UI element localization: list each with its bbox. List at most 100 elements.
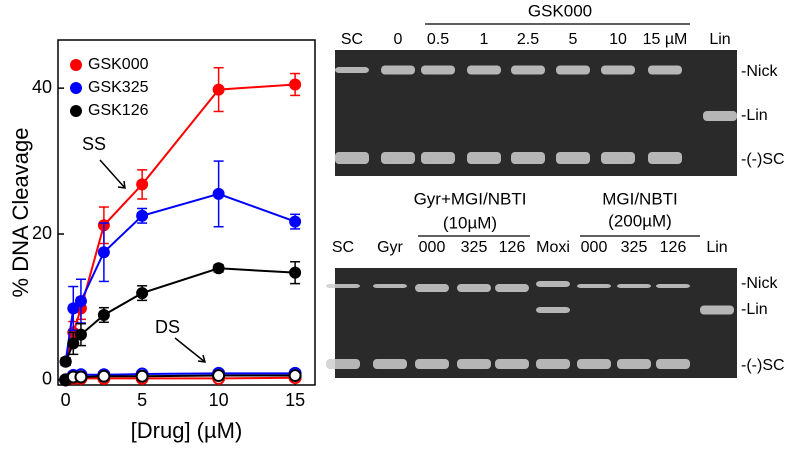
gel-band	[373, 284, 407, 288]
y-tick-label: 0	[42, 369, 52, 389]
lane-label: 0.5	[427, 31, 449, 48]
gel-band	[648, 152, 682, 164]
gel-band	[421, 65, 455, 75]
lane-label: 1	[480, 31, 489, 48]
gel-band	[536, 281, 570, 287]
group-label: (10µM)	[443, 213, 497, 232]
gel-band	[511, 65, 545, 75]
x-tick-label: 5	[137, 390, 147, 410]
ss-point	[136, 209, 149, 222]
ss-point	[74, 328, 87, 341]
ss-point	[67, 302, 80, 315]
gel-band	[617, 284, 651, 288]
ss-point	[212, 83, 225, 96]
gel-band	[457, 284, 491, 292]
ss-point	[97, 246, 110, 259]
gel-band	[536, 307, 570, 313]
gel-band	[577, 284, 611, 288]
lane-label: 15 µM	[643, 31, 688, 48]
gel-band	[556, 65, 590, 75]
band-label: -Nick	[741, 63, 778, 80]
group-label: GSK000	[528, 1, 592, 20]
gel-band	[495, 284, 529, 292]
gel-band	[656, 359, 690, 369]
ss-line	[64, 192, 296, 362]
lane-label: 000	[419, 239, 446, 256]
gel-band	[335, 152, 369, 164]
lane-label: SC	[341, 31, 363, 48]
ss-annotation: SS	[82, 134, 106, 154]
gel-band	[421, 152, 455, 164]
ss-point	[97, 308, 110, 321]
ds-annotation: DS	[155, 317, 180, 337]
group-label: Gyr+MGI/NBTI	[414, 189, 527, 208]
gel-band	[326, 359, 360, 369]
gel-band	[511, 152, 545, 164]
ss-point	[289, 78, 302, 91]
lane-label: 5	[569, 31, 578, 48]
gel-band	[700, 305, 734, 315]
band-label: -(-)SC	[741, 151, 785, 168]
gel-band	[536, 359, 570, 369]
gel-band	[415, 359, 449, 369]
gel-band	[601, 152, 635, 164]
band-label: -Lin	[741, 301, 768, 318]
ss-point	[289, 266, 302, 279]
gel-band	[656, 284, 690, 288]
ss-point	[212, 262, 225, 275]
ds-point	[97, 369, 111, 383]
gel-band	[457, 359, 491, 369]
lane-label: SC	[332, 239, 354, 256]
lane-label: 325	[461, 239, 488, 256]
lane-label: Moxi	[536, 239, 570, 256]
legend-label: GSK325	[88, 79, 149, 96]
band-label: -Nick	[741, 275, 778, 292]
lane-label: 126	[660, 239, 687, 256]
band-label: -(-)SC	[741, 357, 785, 374]
gel-band	[703, 111, 737, 121]
gel-band	[648, 65, 682, 75]
gel-band	[467, 152, 501, 164]
ss-point	[136, 287, 149, 300]
lane-label: 325	[621, 239, 648, 256]
lane-label: 126	[499, 239, 526, 256]
lane-label: Lin	[706, 239, 727, 256]
arrow	[174, 337, 207, 363]
legend-marker	[70, 59, 82, 71]
x-tick-label: 15	[285, 390, 305, 410]
legend-label: GSK000	[88, 56, 149, 73]
gel-band	[335, 67, 369, 73]
ds-point	[74, 370, 88, 384]
lane-label: Gyr	[377, 239, 403, 256]
lane-label: 000	[581, 239, 608, 256]
gel-band	[601, 65, 635, 75]
legend-marker	[70, 105, 82, 117]
gel-band	[556, 152, 590, 164]
plot-frame	[57, 39, 316, 386]
ss-point	[67, 337, 80, 350]
gel-band	[577, 359, 611, 369]
band-label: -Lin	[741, 107, 768, 124]
y-tick-label: 20	[32, 223, 52, 243]
y-axis-label: % DNA Cleavage	[8, 128, 33, 298]
lane-label: 0	[394, 31, 403, 48]
ds-point	[288, 369, 302, 383]
gel-band	[467, 65, 501, 75]
gel-band	[381, 152, 415, 164]
lane-label: 2.5	[517, 31, 539, 48]
ss-point	[74, 295, 87, 308]
gel-band	[326, 284, 360, 288]
ds-point	[135, 369, 149, 383]
gel-band	[495, 359, 529, 369]
arrow	[99, 159, 126, 189]
ss-point	[289, 215, 302, 228]
ds-point	[212, 369, 226, 383]
x-axis-label: [Drug] (µM)	[131, 418, 243, 443]
lane-label: 10	[609, 31, 627, 48]
x-tick-label: 0	[61, 390, 71, 410]
legend-marker	[70, 82, 82, 94]
x-tick-label: 10	[209, 390, 229, 410]
ss-point	[212, 187, 225, 200]
gel-band	[617, 359, 651, 369]
